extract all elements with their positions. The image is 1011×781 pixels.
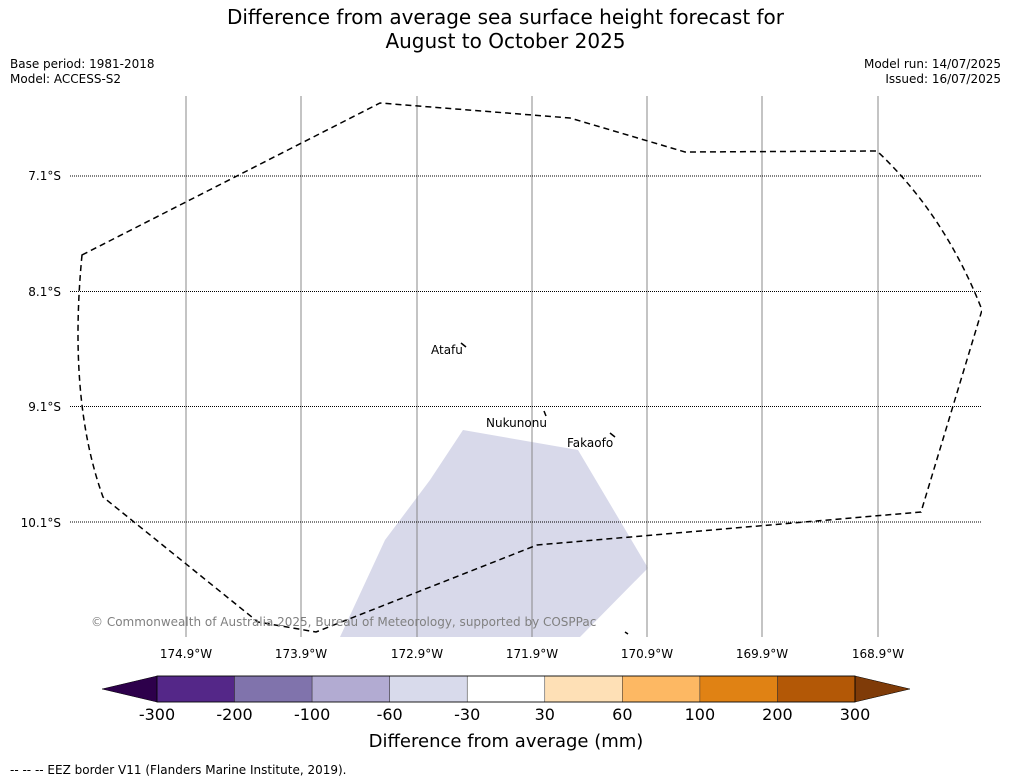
colorbar-cell bbox=[389, 675, 468, 703]
fakaofo-island-mark bbox=[609, 432, 616, 438]
colorbar-tick-label: 60 bbox=[612, 705, 632, 724]
nukunonu-island-mark bbox=[543, 410, 547, 417]
lon-label: 173.9°W bbox=[275, 647, 327, 661]
colorbar-tick-label: 300 bbox=[840, 705, 871, 724]
lat-label: 8.1°S bbox=[28, 285, 61, 299]
lon-label: 172.9°W bbox=[391, 647, 443, 661]
islet-mark bbox=[624, 631, 629, 635]
colorbar-tick-label: -100 bbox=[294, 705, 330, 724]
lon-label: 171.9°W bbox=[506, 647, 558, 661]
place-label-fakaofo: Fakaofo bbox=[567, 436, 613, 450]
model-name: Model: ACCESS-S2 bbox=[10, 72, 122, 86]
base-period: Base period: 1981-2018 bbox=[10, 57, 155, 71]
title-line-2: August to October 2025 bbox=[385, 29, 626, 53]
place-label-atafu: Atafu bbox=[431, 343, 463, 357]
eez-border bbox=[77, 102, 982, 633]
issued-date: Issued: 16/07/2025 bbox=[885, 72, 1001, 86]
lon-label: 168.9°W bbox=[852, 647, 904, 661]
colorbar-cell bbox=[234, 675, 313, 703]
title-line-1: Difference from average sea surface heig… bbox=[226, 5, 785, 29]
colorbar-tick-label: -60 bbox=[377, 705, 403, 724]
colorbar-tick-label: -30 bbox=[454, 705, 480, 724]
colorbar-cell bbox=[466, 675, 546, 703]
colorbar-tick-label: 30 bbox=[535, 705, 555, 724]
colorbar-cell bbox=[156, 675, 235, 703]
longitude-gridlines bbox=[185, 96, 879, 637]
colorbar-cell bbox=[777, 675, 856, 703]
lon-label: 170.9°W bbox=[621, 647, 673, 661]
meta-right: Model run: 14/07/2025 Issued: 16/07/2025 bbox=[864, 57, 1001, 87]
model-run: Model run: 14/07/2025 bbox=[863, 57, 1001, 71]
colorbar-tick-label: 100 bbox=[685, 705, 716, 724]
colorbar-cell bbox=[622, 675, 701, 703]
lon-label: 174.9°W bbox=[160, 647, 212, 661]
colorbar-high-extension bbox=[854, 675, 911, 703]
latitude-gridlines bbox=[70, 175, 982, 523]
eez-legend: -- -- -- EEZ border V11 (Flanders Marine… bbox=[10, 763, 347, 777]
colorbar: -300 -200 -100 -60 -30 30 60 100 200 300 bbox=[101, 675, 911, 724]
meta-left: Base period: 1981-2018 Model: ACCESS-S2 bbox=[10, 57, 155, 87]
colorbar-tick-label: -200 bbox=[216, 705, 252, 724]
lat-label: 7.1°S bbox=[28, 169, 61, 183]
colorbar-cell bbox=[544, 675, 623, 703]
lon-label: 169.9°W bbox=[736, 647, 788, 661]
copyright-notice: © Commonwealth of Australia 2025, Bureau… bbox=[91, 615, 596, 629]
map-title: Difference from average sea surface heig… bbox=[0, 5, 1011, 53]
colorbar-tick-label: 200 bbox=[762, 705, 793, 724]
lat-label: 9.1°S bbox=[28, 400, 61, 414]
atafu-island-mark bbox=[460, 342, 467, 348]
lat-label: 10.1°S bbox=[21, 516, 61, 530]
place-label-nukunonu: Nukunonu bbox=[486, 416, 547, 430]
colorbar-low-extension bbox=[101, 675, 158, 703]
colorbar-label: Difference from average (mm) bbox=[369, 731, 644, 752]
colorbar-cell bbox=[699, 675, 778, 703]
colorbar-cell bbox=[311, 675, 390, 703]
colorbar-tick-label: -300 bbox=[139, 705, 175, 724]
anomaly-region bbox=[340, 430, 648, 637]
